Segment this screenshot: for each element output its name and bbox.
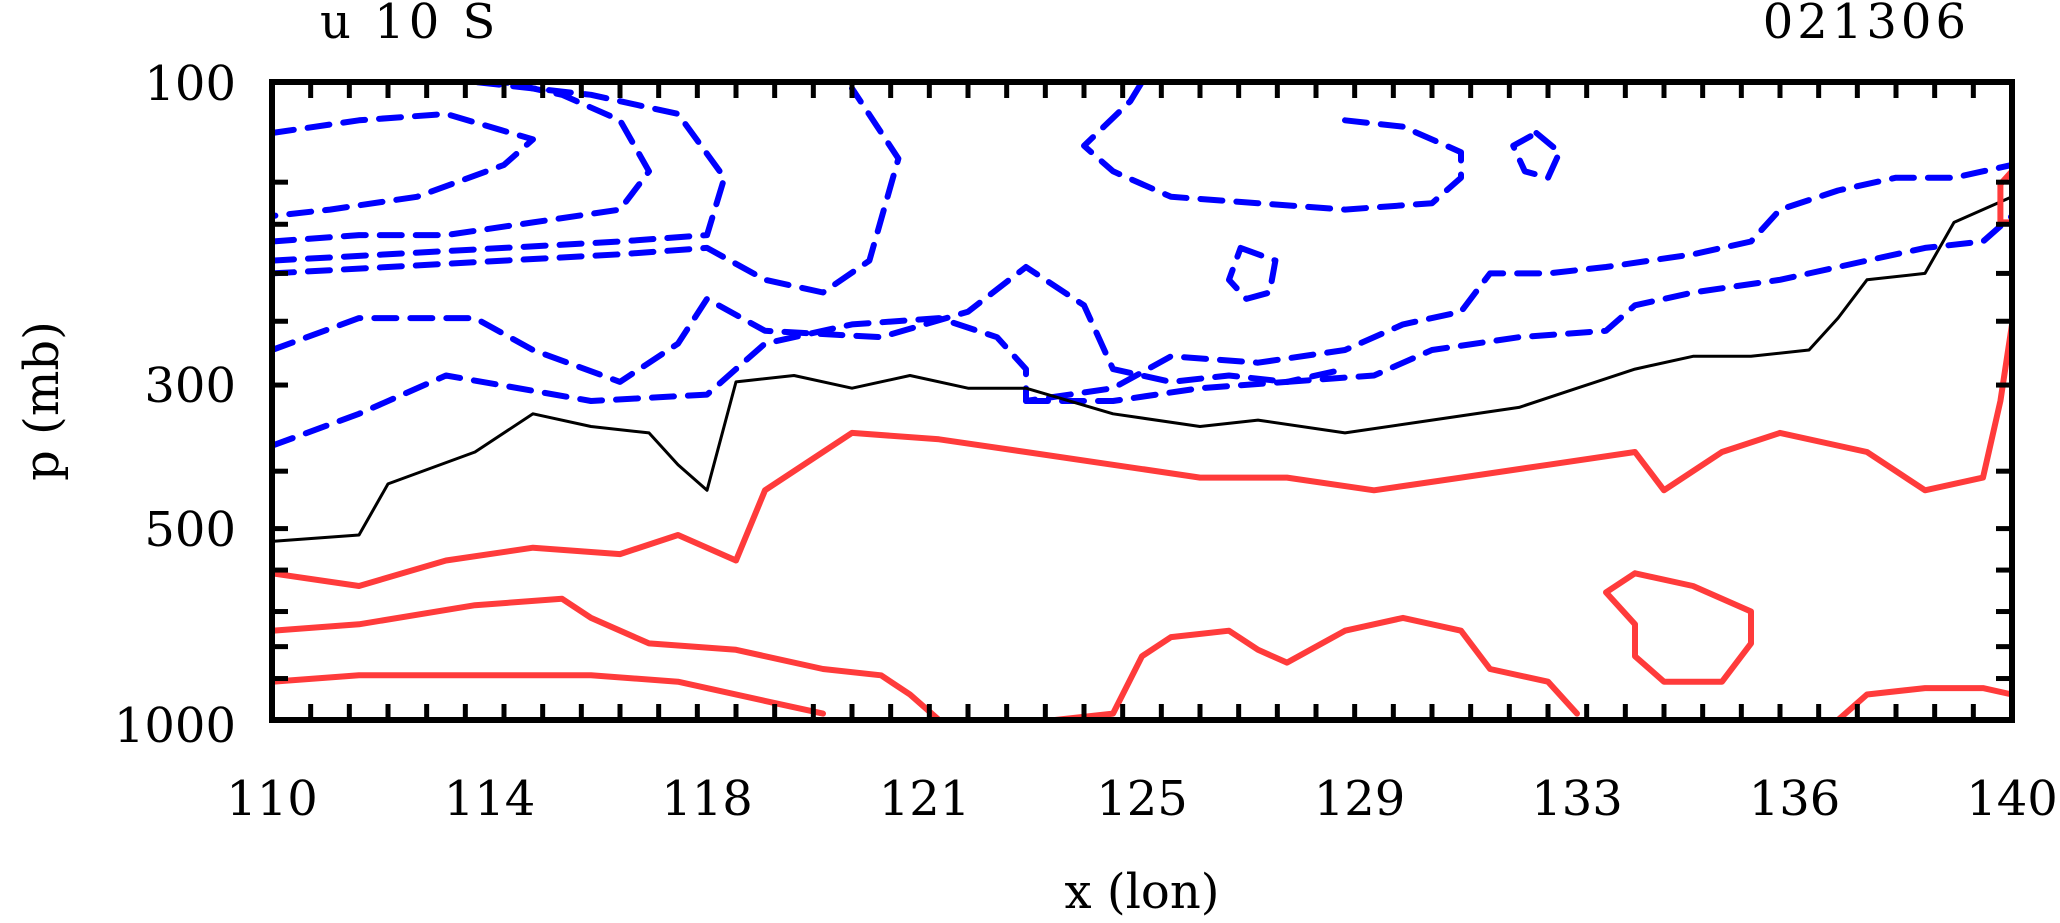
contour-zero-10: [270, 195, 2014, 543]
y-tick-label: 300: [144, 358, 236, 414]
chart-title-left: u 10 S: [320, 0, 499, 50]
y-tick-labels: 100 300 500 1000: [114, 56, 236, 754]
contour-negative-4: [269, 213, 2015, 385]
x-tick-label: 121: [879, 771, 971, 827]
contour-negative-2: [269, 79, 728, 264]
contour-positive-15: [1603, 570, 1754, 685]
x-tick-label: 136: [1749, 771, 1841, 827]
contour-positive-11: [269, 321, 2015, 589]
chart-title-right: 021306: [1763, 0, 1970, 50]
y-axis-label: p (mb): [14, 321, 70, 481]
x-tick-label: 133: [1531, 771, 1623, 827]
contour-negative-1: [269, 79, 652, 245]
x-tick-label: 114: [444, 771, 536, 827]
x-tick-label: 118: [661, 771, 753, 827]
contour-positive-12: [269, 595, 942, 723]
y-tick-label: 1000: [114, 698, 236, 754]
y-tick-label: 500: [144, 502, 236, 558]
contour-negative-7: [1226, 244, 1279, 302]
x-tick-label: 129: [1314, 771, 1406, 827]
contour-negative-6: [1023, 366, 1348, 404]
contour-positive-14: [1052, 614, 1580, 723]
contour-negative-0: [269, 110, 536, 219]
contour-negative-5: [269, 161, 2015, 449]
contour-lines: [269, 79, 2015, 723]
x-tick-label: 110: [226, 771, 318, 827]
x-axis-label: x (lon): [1065, 864, 1220, 920]
contour-negative-3: [269, 85, 902, 296]
contour-negative-9: [1510, 130, 1563, 181]
contour-positive-16: [1835, 685, 2015, 723]
axis-ticks: [269, 79, 2015, 723]
contour-negative-8: [1081, 79, 1464, 213]
x-tick-label: 140: [1966, 771, 2058, 827]
y-tick-label: 100: [144, 56, 236, 112]
x-tick-label: 125: [1096, 771, 1188, 827]
x-tick-labels: 110 114 118 121 125 129 133 136 140: [226, 771, 2058, 827]
contour-positive-13: [269, 672, 826, 717]
plot-frame: [269, 79, 2015, 723]
